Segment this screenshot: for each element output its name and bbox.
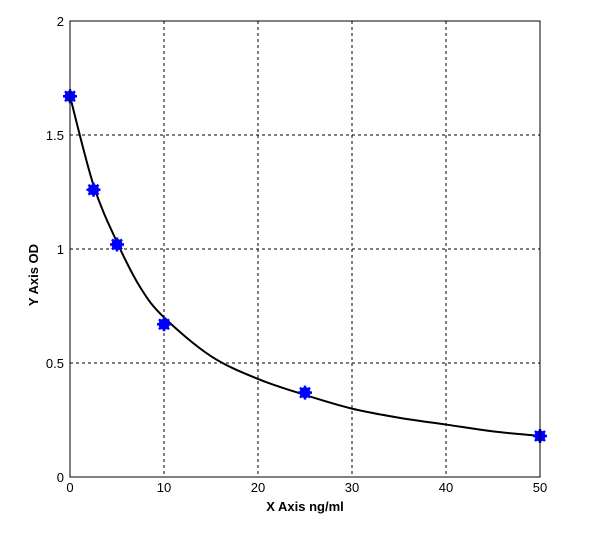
x-tick-label: 50	[533, 480, 547, 495]
tick-labels: 0 10 20 30 40 50 0 0.5 1 1.5 2	[46, 14, 547, 495]
x-tick-label: 10	[157, 480, 171, 495]
plot-area-frame	[69, 20, 541, 478]
x-tick-label: 0	[66, 480, 73, 495]
x-tick-label: 20	[251, 480, 265, 495]
data-point	[298, 385, 312, 400]
y-axis-title: Y Axis OD	[26, 244, 41, 306]
x-tick-label: 30	[345, 480, 359, 495]
grid-lines	[70, 21, 540, 477]
y-tick-label: 1	[57, 242, 64, 257]
data-point-spokes	[298, 385, 312, 400]
x-axis-title: X Axis ng/ml	[266, 499, 344, 514]
x-tick-label: 40	[439, 480, 453, 495]
fit-curve-layer	[69, 95, 541, 437]
data-point	[157, 317, 171, 332]
data-points-layer	[63, 89, 547, 443]
data-point	[110, 237, 124, 252]
y-tick-label: 0	[57, 470, 64, 485]
y-tick-label: 0.5	[46, 356, 64, 371]
fit-curve	[69, 95, 541, 437]
data-point-spokes	[86, 182, 101, 197]
data-point-spokes	[157, 317, 171, 332]
y-tick-label: 2	[57, 14, 64, 29]
data-point	[86, 182, 101, 197]
y-tick-label: 1.5	[46, 128, 64, 143]
data-point-spokes	[110, 237, 124, 252]
